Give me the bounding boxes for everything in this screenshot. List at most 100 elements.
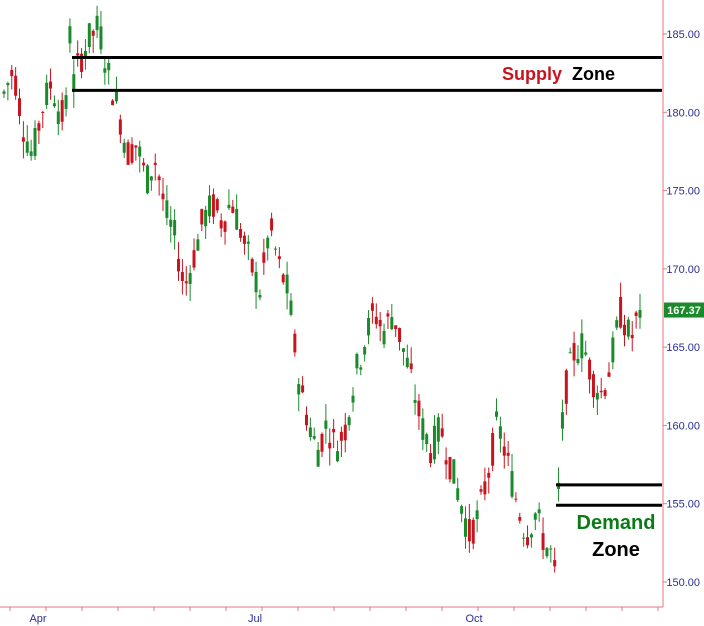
candle-up	[347, 417, 351, 426]
candle-up	[498, 426, 502, 439]
candle-up	[188, 273, 192, 284]
candle-up	[114, 91, 118, 102]
candle-up	[297, 384, 301, 395]
candle-down	[630, 334, 634, 339]
candle-down	[370, 303, 374, 311]
candle-down	[21, 137, 25, 142]
candle-down	[270, 218, 274, 231]
candle-down	[417, 400, 421, 417]
candle-up	[145, 165, 149, 194]
candle-down	[328, 442, 332, 449]
candle-up	[529, 534, 533, 538]
candle-up	[382, 330, 386, 345]
candle-up	[6, 83, 10, 86]
candle-up	[56, 111, 60, 125]
candle-up	[576, 358, 580, 363]
candle-down	[111, 100, 115, 106]
candle-down	[479, 489, 483, 492]
candle-up	[149, 176, 153, 181]
candlestick-series	[2, 5, 642, 573]
candle-down	[320, 433, 324, 452]
candle-down	[242, 235, 246, 244]
candle-up	[568, 352, 572, 354]
x-tick-label: Jul	[248, 613, 262, 625]
supply-zone-word: Zone	[572, 64, 615, 84]
candle-up	[413, 399, 417, 403]
candle-down	[603, 390, 607, 396]
candle-up	[173, 220, 177, 236]
candle-down	[607, 372, 611, 377]
candle-up	[308, 427, 312, 438]
candle-down	[14, 75, 18, 96]
axes	[0, 0, 664, 608]
candle-down	[153, 162, 157, 165]
candle-up	[611, 337, 615, 363]
candle-up	[510, 471, 514, 497]
candle-down	[80, 53, 84, 72]
candle-up	[103, 68, 107, 73]
candle-up	[460, 506, 464, 514]
candle-up	[615, 320, 619, 328]
candle-up	[312, 436, 316, 439]
y-tick-label: 155.00	[666, 499, 700, 511]
candle-down	[200, 209, 204, 225]
candle-up	[29, 151, 33, 156]
candle-up	[273, 248, 277, 250]
candle-down	[619, 296, 623, 328]
candle-up	[204, 209, 208, 227]
candle-down	[250, 258, 254, 273]
candle-up	[72, 74, 76, 92]
candle-up	[25, 141, 29, 153]
candle-up	[99, 26, 103, 50]
candle-down	[491, 433, 495, 466]
demand-zone-word: Zone	[592, 539, 640, 561]
candle-down	[301, 385, 305, 393]
candle-up	[87, 23, 91, 47]
candle-up	[390, 317, 394, 330]
candle-down	[409, 363, 413, 370]
candle-up	[359, 367, 363, 370]
candle-up	[436, 417, 440, 442]
candle-down	[49, 81, 53, 89]
candle-down	[502, 446, 506, 456]
candle-down	[192, 250, 196, 268]
candle-down	[177, 258, 181, 272]
candle-down	[448, 457, 452, 480]
candle-down	[514, 498, 518, 500]
candle-down	[239, 228, 243, 238]
candle-down	[444, 460, 448, 465]
candle-down	[440, 428, 444, 437]
candle-up	[363, 347, 367, 355]
candle-down	[134, 145, 138, 148]
candle-up	[401, 348, 405, 352]
candle-up	[254, 271, 258, 293]
candle-down	[343, 424, 347, 441]
candle-down	[293, 333, 297, 353]
candle-up	[367, 317, 371, 336]
candle-up	[45, 82, 49, 106]
candle-up	[196, 239, 200, 251]
y-tick-label: 150.00	[666, 577, 700, 589]
candle-down	[91, 30, 95, 36]
candle-up	[351, 395, 355, 403]
candle-up	[638, 310, 642, 318]
candle-down	[157, 176, 161, 181]
x-axis-ticks: Apr Jul Oct	[9, 607, 659, 625]
candle-down	[394, 325, 398, 330]
candle-down	[215, 199, 219, 211]
candle-down	[506, 452, 510, 456]
candle-up	[537, 509, 541, 514]
candle-up	[421, 418, 425, 440]
demand-word: Demand	[577, 512, 656, 534]
candle-up	[324, 420, 328, 429]
candle-up	[595, 392, 599, 400]
candle-up	[83, 50, 87, 58]
candle-up	[107, 62, 111, 71]
candle-down	[281, 274, 285, 283]
candle-up	[169, 219, 173, 227]
candle-up	[584, 352, 588, 355]
candle-down	[471, 519, 475, 544]
candle-up	[560, 412, 564, 429]
candle-up	[165, 200, 169, 218]
candle-up	[425, 434, 429, 445]
